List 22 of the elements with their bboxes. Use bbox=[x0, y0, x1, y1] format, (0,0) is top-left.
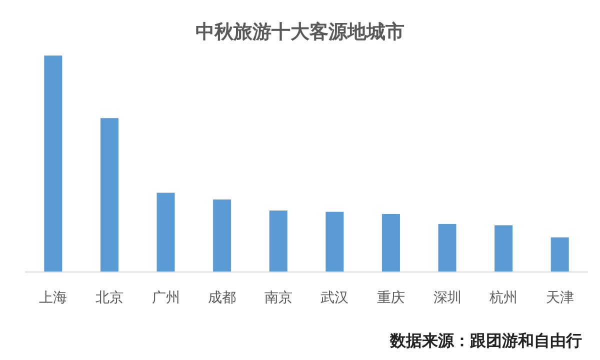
x-tick-label: 武汉 bbox=[320, 290, 349, 306]
x-tick-label: 杭州 bbox=[488, 290, 518, 306]
bar bbox=[213, 199, 232, 272]
bar bbox=[156, 192, 175, 272]
bar bbox=[44, 56, 62, 272]
x-tick-label: 南京 bbox=[264, 290, 292, 306]
x-tick-label: 上海 bbox=[39, 290, 68, 306]
source-note: 数据来源：跟团游和自由行 bbox=[389, 331, 582, 350]
bar bbox=[100, 118, 118, 272]
x-tick-label: 成都 bbox=[208, 290, 236, 306]
bar bbox=[382, 214, 400, 272]
bar bbox=[326, 212, 344, 272]
bar bbox=[494, 225, 513, 272]
x-tick-label: 天津 bbox=[546, 290, 574, 306]
bar bbox=[438, 224, 456, 272]
bar bbox=[269, 210, 288, 272]
x-tick-label: 深圳 bbox=[433, 290, 462, 306]
chart-title: 中秋旅游十大客源地城市 bbox=[196, 21, 404, 43]
x-tick-label: 广州 bbox=[152, 290, 180, 306]
bar bbox=[550, 237, 569, 272]
x-tick-label: 重庆 bbox=[376, 290, 405, 306]
x-tick-label: 北京 bbox=[95, 290, 124, 306]
